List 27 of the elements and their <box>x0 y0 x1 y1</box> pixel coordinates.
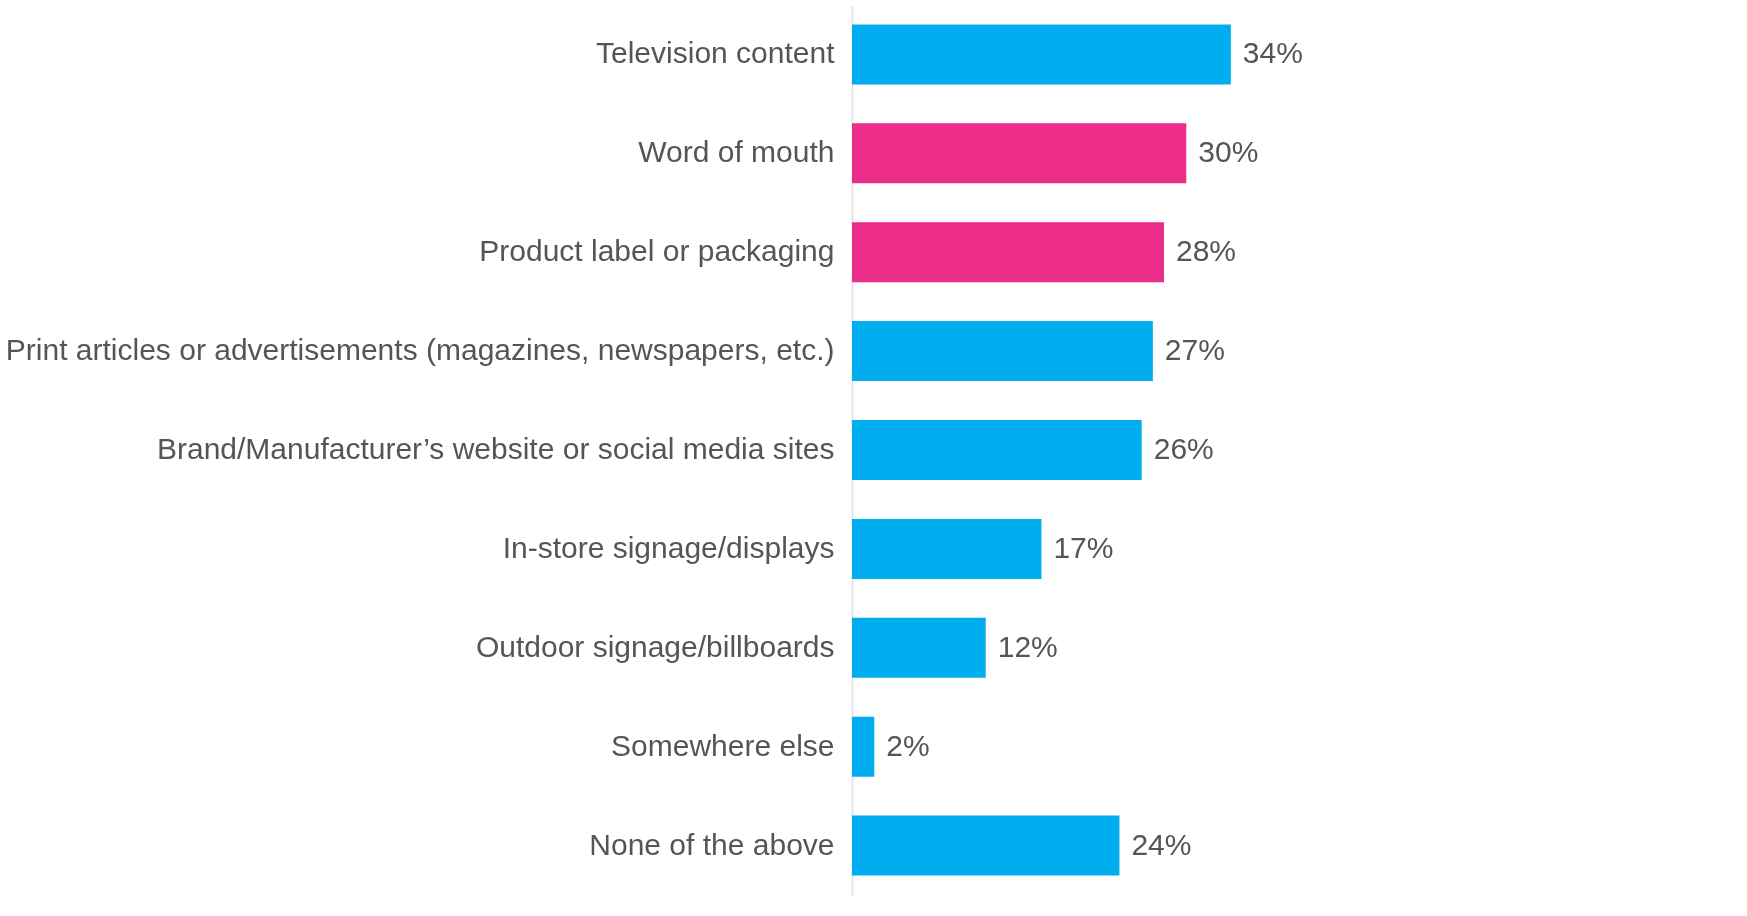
data-label: 27% <box>1164 333 1225 367</box>
data-label: 26% <box>1153 432 1214 465</box>
bar <box>852 617 986 678</box>
y-tick-label: Television content <box>596 36 836 70</box>
bar <box>852 815 1120 876</box>
data-label: 2% <box>886 728 930 762</box>
y-tick-label: None of the above <box>589 827 835 861</box>
data-label: 30% <box>1198 135 1259 169</box>
y-tick-label: Brand/Manufacturer’s website or social media sites <box>156 432 835 465</box>
bar <box>852 24 1231 85</box>
bar <box>852 420 1142 480</box>
data-label: 24% <box>1131 827 1192 861</box>
bar <box>852 518 1042 579</box>
bar <box>852 321 1153 382</box>
data-label: 12% <box>997 629 1058 663</box>
data-label: 17% <box>1053 530 1114 564</box>
y-tick-label: Outdoor signage/billboards <box>475 629 835 663</box>
y-tick-label: Product label or packaging <box>479 234 835 268</box>
data-label: 34% <box>1242 36 1303 70</box>
bar <box>852 123 1187 184</box>
bar <box>852 716 875 777</box>
data-label: 28% <box>1176 234 1237 268</box>
y-tick-label: In-store signage/displays <box>502 530 835 564</box>
y-tick-label: Print articles or advertisements (magazines, newspapers, etc.) <box>5 333 835 367</box>
y-tick-label: Somewhere else <box>611 728 835 762</box>
bar <box>852 222 1164 283</box>
y-tick-label: Word of mouth <box>638 135 835 169</box>
